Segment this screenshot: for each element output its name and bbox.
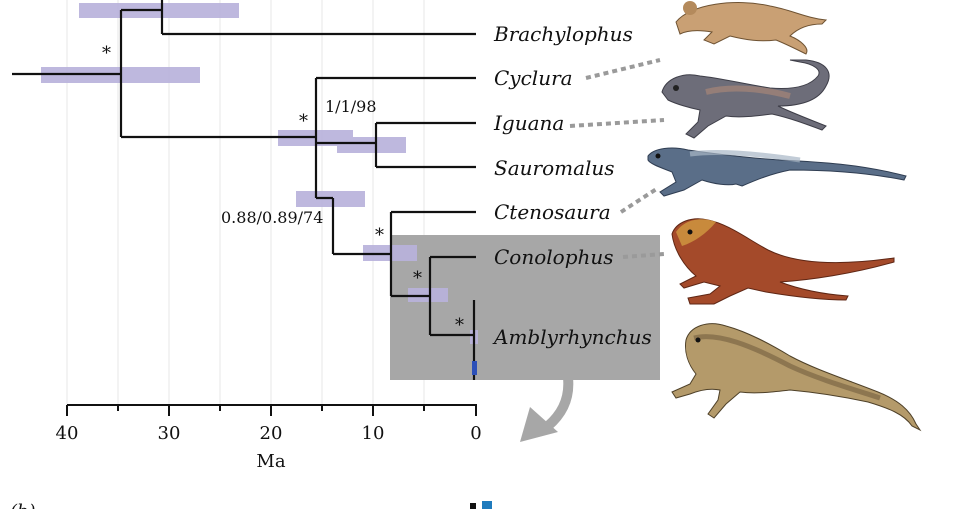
star-cyclura-node: * [299,111,308,132]
tick-label-0: 0 [470,423,481,444]
support-label-iguana-node: 1/1/98 [325,97,377,116]
tick-label-20: 20 [260,423,283,444]
tick-label-10: 10 [362,423,385,444]
cyclura-illustration [661,59,830,139]
legend-squares [470,501,492,509]
conolophus-illustration [671,218,895,305]
down-arrow-icon [520,377,574,442]
leader-cyclura [585,58,661,80]
galapagos-clade-highlight [390,235,660,380]
amblyrhynchus-illustration [671,323,922,432]
leader-lines [569,58,665,259]
tick-label-40: 40 [56,423,79,444]
leader-iguana [569,118,665,128]
taxon-label-iguana: Iguana [493,111,564,135]
star-root: * [102,43,111,64]
taxon-label-cyclura: Cyclura [494,66,573,90]
support-label-ctenosaura-node: 0.88/0.89/74 [221,208,323,227]
amblyrhynchus-tip-marker [472,361,477,375]
taxon-label-amblyrhynchus: Amblyrhynchus [492,325,652,349]
node-stars: * * * * * [102,43,464,336]
axis-title: Ma [256,451,285,472]
ctenosaura-illustration [647,147,907,197]
age-bar-iguana-node [337,137,406,153]
taxon-label-conolophus: Conolophus [494,245,614,269]
tick-label-30: 30 [158,423,181,444]
star-conolophus-node: * [413,268,422,289]
panel-label-b: (b) [10,501,36,509]
taxon-label-brachylophus: Brachylophus [493,22,633,46]
brachylophus-illustration [675,1,828,55]
star-galapagos-node: * [375,225,384,246]
taxon-label-sauromalus: Sauromalus [494,156,615,180]
taxon-labels: Brachylophus Cyclura Iguana Sauromalus C… [492,22,652,349]
time-axis: 40 30 20 10 0 Ma [56,404,482,472]
taxon-label-ctenosaura: Ctenosaura [494,200,611,224]
leader-ctenosaura [619,186,660,214]
leader-conolophus [622,252,665,259]
star-amblyrhynchus-node: * [455,315,464,336]
